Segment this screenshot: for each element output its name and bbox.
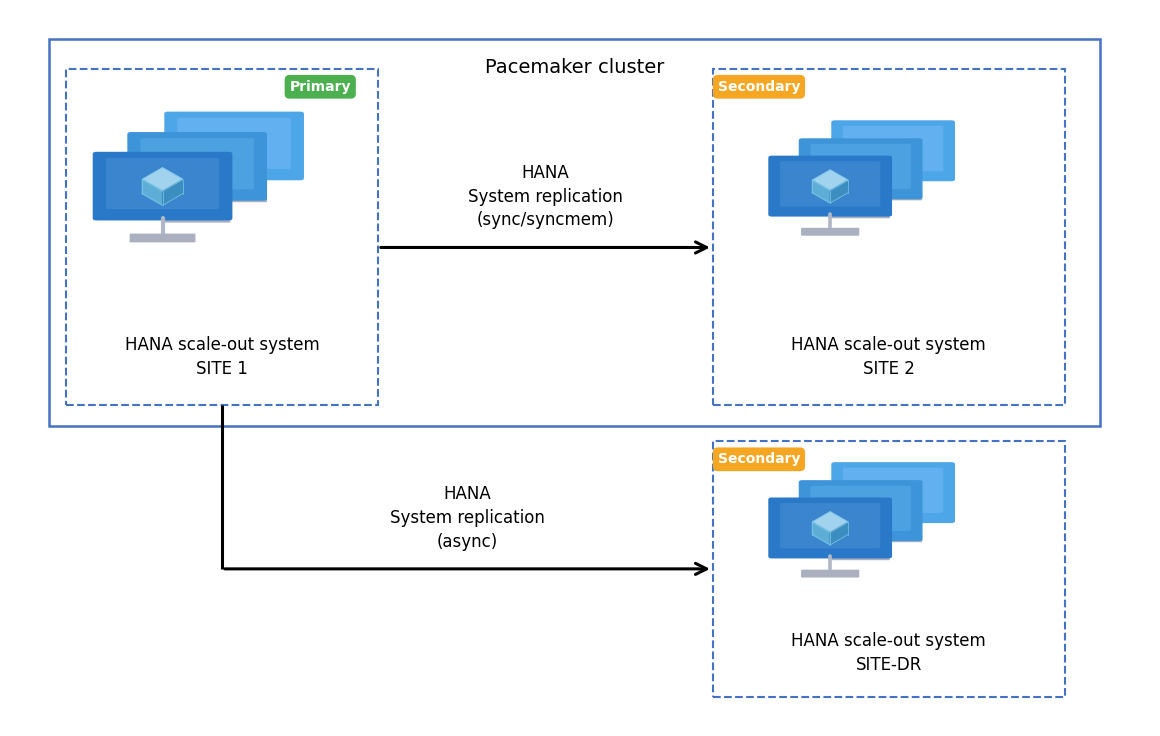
Polygon shape	[812, 512, 848, 532]
FancyBboxPatch shape	[811, 486, 911, 531]
FancyBboxPatch shape	[130, 233, 195, 242]
FancyBboxPatch shape	[712, 68, 1065, 405]
FancyBboxPatch shape	[843, 467, 943, 513]
FancyBboxPatch shape	[93, 152, 232, 221]
FancyBboxPatch shape	[140, 138, 254, 189]
Text: HANA scale-out system
SITE 1: HANA scale-out system SITE 1	[125, 336, 319, 378]
Polygon shape	[162, 180, 183, 205]
Text: Secondary: Secondary	[718, 79, 800, 93]
Text: HANA
System replication
(sync/syncmem): HANA System replication (sync/syncmem)	[467, 164, 623, 229]
FancyBboxPatch shape	[843, 126, 943, 171]
Text: HANA scale-out system
SITE-DR: HANA scale-out system SITE-DR	[791, 632, 986, 673]
FancyBboxPatch shape	[799, 138, 922, 199]
Polygon shape	[812, 523, 831, 545]
FancyBboxPatch shape	[66, 68, 378, 405]
Polygon shape	[831, 180, 848, 203]
FancyBboxPatch shape	[832, 462, 955, 523]
FancyBboxPatch shape	[780, 503, 880, 548]
Text: HANA
System replication
(async): HANA System replication (async)	[390, 486, 545, 551]
FancyBboxPatch shape	[49, 39, 1100, 426]
FancyBboxPatch shape	[811, 144, 911, 189]
Text: HANA scale-out system
SITE 2: HANA scale-out system SITE 2	[791, 336, 986, 378]
FancyBboxPatch shape	[864, 192, 922, 200]
FancyBboxPatch shape	[832, 210, 890, 219]
FancyBboxPatch shape	[128, 132, 267, 201]
FancyBboxPatch shape	[768, 155, 892, 216]
FancyBboxPatch shape	[864, 534, 922, 542]
FancyBboxPatch shape	[712, 441, 1065, 697]
Polygon shape	[831, 523, 848, 545]
FancyBboxPatch shape	[832, 120, 955, 181]
FancyBboxPatch shape	[780, 161, 880, 207]
FancyBboxPatch shape	[802, 228, 860, 236]
FancyBboxPatch shape	[201, 194, 267, 202]
Polygon shape	[143, 168, 183, 191]
Text: Secondary: Secondary	[718, 453, 800, 467]
Text: Primary: Primary	[290, 79, 351, 93]
FancyBboxPatch shape	[165, 214, 230, 223]
Polygon shape	[812, 180, 831, 203]
Polygon shape	[812, 170, 848, 191]
FancyBboxPatch shape	[802, 570, 860, 578]
FancyBboxPatch shape	[177, 118, 291, 169]
FancyBboxPatch shape	[106, 158, 219, 209]
FancyBboxPatch shape	[165, 112, 304, 180]
Polygon shape	[143, 180, 162, 205]
FancyBboxPatch shape	[832, 552, 890, 560]
FancyBboxPatch shape	[799, 480, 922, 541]
FancyBboxPatch shape	[768, 498, 892, 559]
Text: Pacemaker cluster: Pacemaker cluster	[485, 57, 664, 77]
